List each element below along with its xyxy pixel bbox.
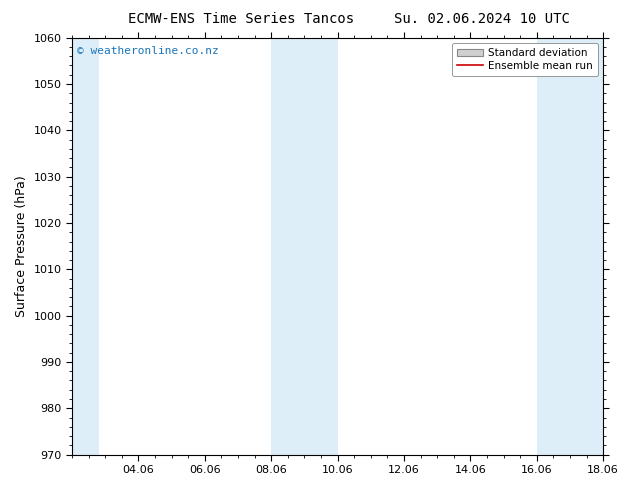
Y-axis label: Surface Pressure (hPa): Surface Pressure (hPa) [15,175,28,317]
Bar [537,38,603,455]
Legend: Standard deviation, Ensemble mean run: Standard deviation, Ensemble mean run [451,43,598,76]
Text: ECMW-ENS Time Series Tancos: ECMW-ENS Time Series Tancos [128,12,354,26]
Bar [72,38,99,455]
Bar [271,38,338,455]
Text: © weatheronline.co.nz: © weatheronline.co.nz [77,46,219,56]
Text: Su. 02.06.2024 10 UTC: Su. 02.06.2024 10 UTC [394,12,570,26]
